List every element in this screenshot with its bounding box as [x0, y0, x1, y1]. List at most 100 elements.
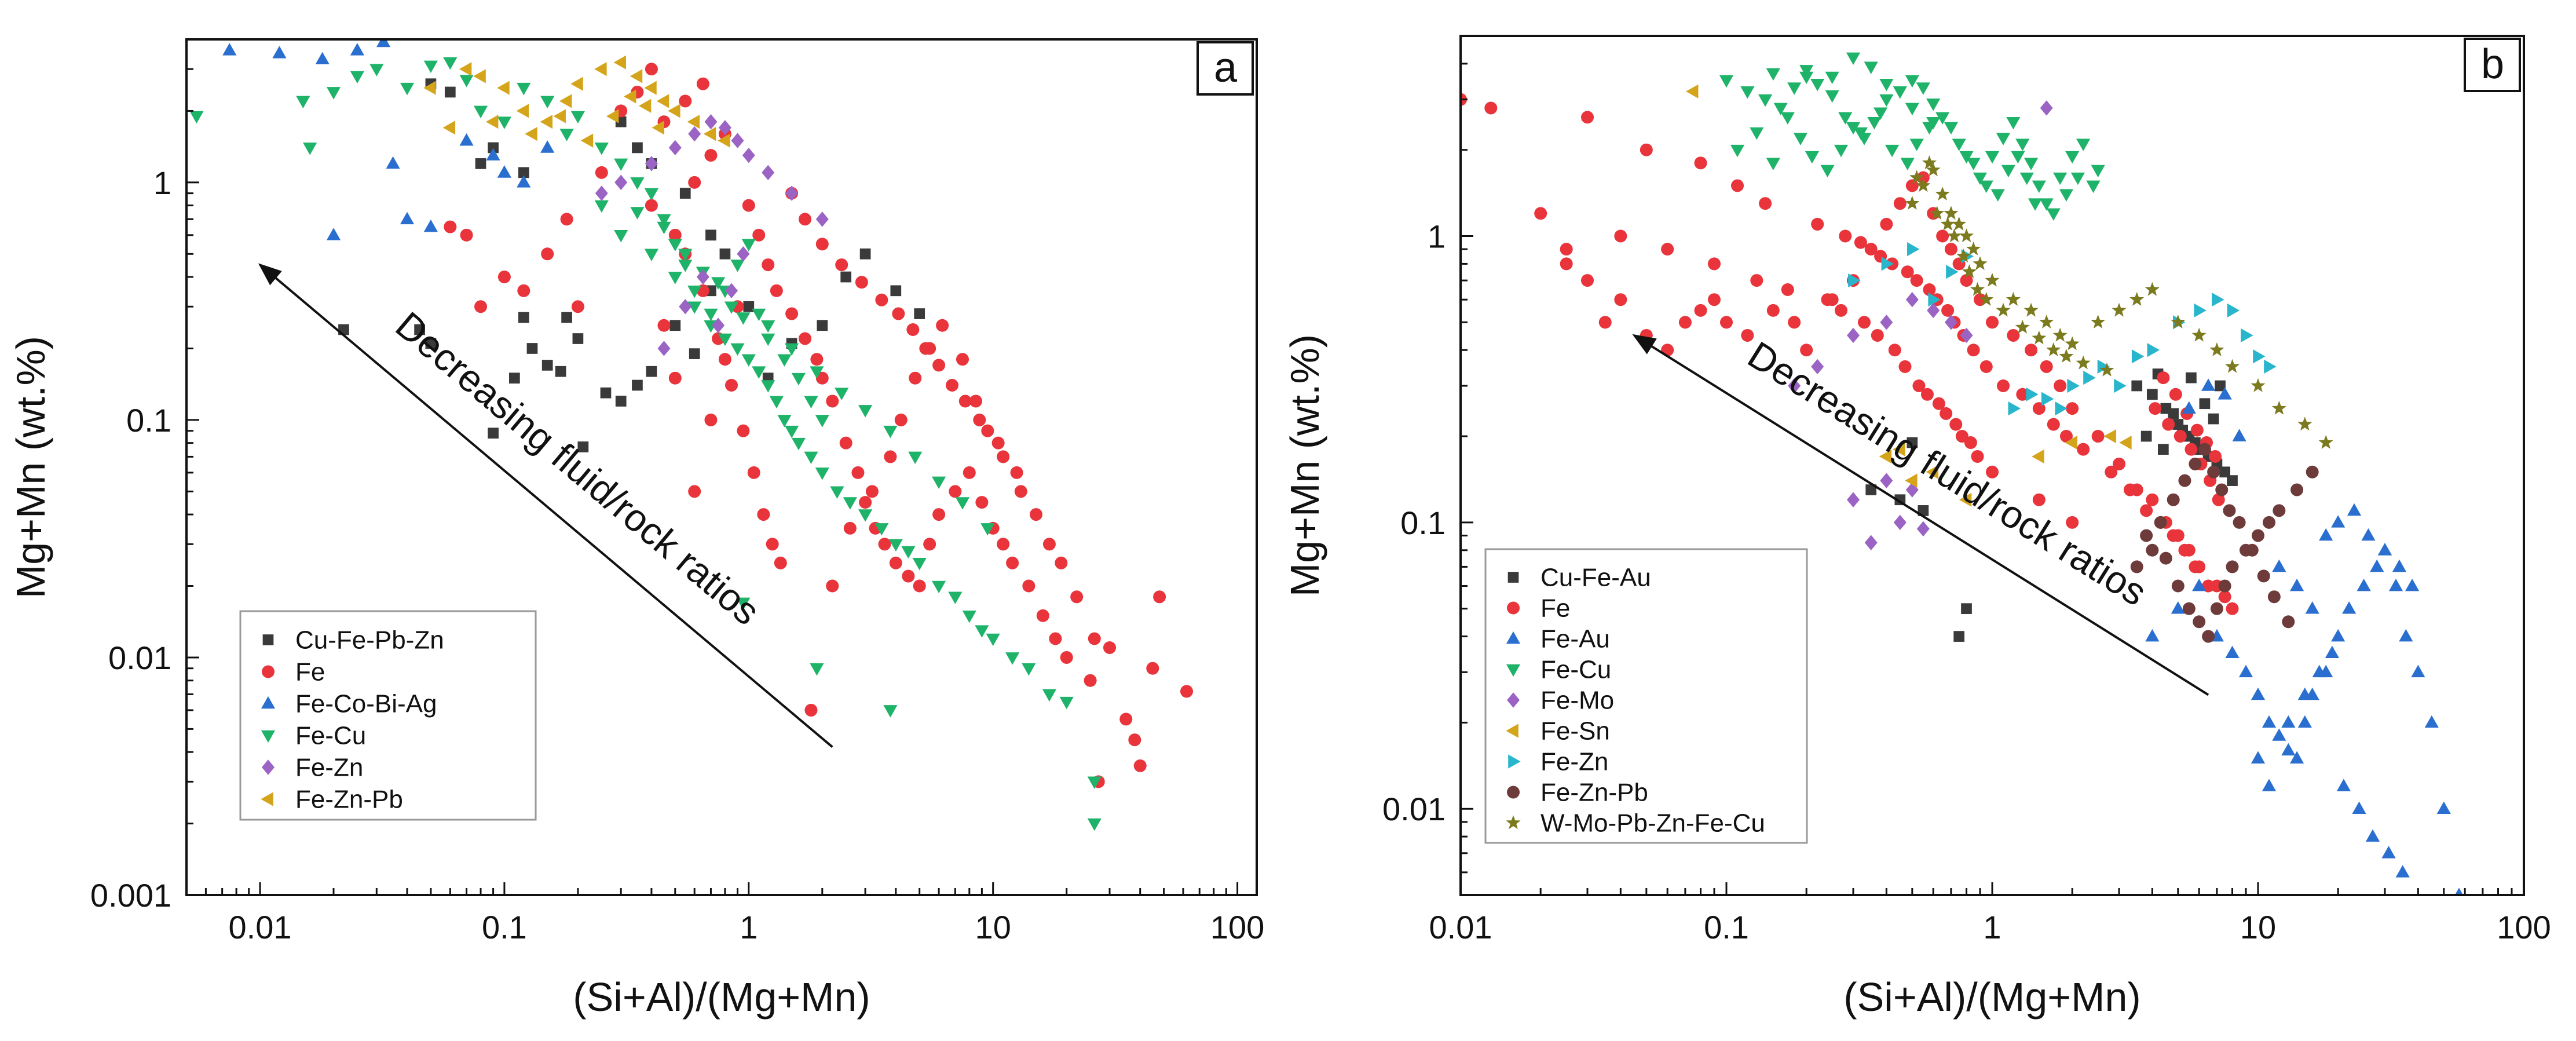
data-point — [1932, 397, 1945, 410]
data-point — [1005, 652, 1020, 665]
legend-item: Fe-Co-Bi-Ag — [261, 690, 437, 718]
data-point — [2209, 450, 2222, 463]
data-point — [1088, 632, 1101, 645]
data-point — [669, 320, 681, 331]
data-point — [2168, 408, 2179, 419]
data-point — [1879, 449, 1892, 464]
data-point — [1916, 521, 1930, 537]
data-point — [1766, 158, 1780, 170]
legend-label: Fe-Zn — [1541, 748, 1608, 776]
trend-arrow — [1632, 334, 2209, 696]
data-point — [1848, 273, 1861, 288]
data-point — [909, 371, 922, 385]
series-fe-zn-pb — [2130, 443, 2319, 643]
y-tick-label: 1 — [153, 165, 171, 201]
data-point — [303, 143, 317, 155]
legend-item: Fe-Au — [1506, 625, 1610, 653]
data-point — [594, 200, 609, 213]
data-point — [1838, 112, 1853, 125]
data-point — [914, 308, 925, 319]
data-point — [2171, 601, 2185, 614]
data-point — [1956, 249, 1971, 263]
data-point — [1793, 133, 1808, 145]
data-point — [606, 109, 619, 123]
data-point — [2454, 887, 2464, 895]
data-point — [2140, 529, 2153, 542]
data-point — [2212, 293, 2224, 307]
data-point — [1947, 228, 1962, 243]
data-point — [703, 127, 716, 141]
panel-tag: a — [1214, 45, 1238, 91]
legend-swatch — [1508, 754, 1521, 769]
legend-swatch — [1506, 815, 1521, 830]
data-point — [980, 523, 995, 536]
data-point — [2202, 579, 2215, 593]
data-point — [948, 591, 963, 604]
data-point — [570, 111, 586, 124]
data-point — [1927, 302, 1940, 319]
data-point — [2251, 378, 2266, 392]
data-point — [1928, 293, 1941, 307]
data-point — [1087, 818, 1102, 831]
data-point — [2381, 846, 2396, 859]
data-point — [2388, 578, 2403, 591]
data-point — [614, 158, 628, 171]
data-point — [1935, 112, 1950, 125]
data-point — [541, 360, 553, 371]
data-point — [890, 285, 902, 297]
data-point — [2227, 475, 2238, 486]
data-point — [2225, 359, 2240, 373]
data-point — [1773, 103, 1788, 116]
data-point — [1967, 344, 1980, 357]
data-point — [2262, 715, 2277, 728]
data-point — [423, 81, 436, 95]
legend-swatch — [1506, 631, 1521, 644]
data-point — [488, 142, 499, 154]
data-point — [444, 220, 457, 233]
data-point — [2091, 165, 2105, 178]
data-point — [2059, 430, 2073, 443]
data-point — [473, 69, 486, 83]
data-point — [644, 249, 659, 261]
data-point — [2305, 601, 2319, 614]
data-point — [1926, 162, 1941, 177]
series-fe-zn-pb — [423, 55, 730, 148]
data-point — [799, 332, 812, 345]
data-point — [949, 485, 962, 498]
data-point — [1905, 196, 1920, 210]
legend-label: W-Mo-Pb-Zn-Fe-Cu — [1541, 809, 1765, 838]
data-point — [2066, 402, 2079, 415]
data-point — [931, 580, 946, 594]
data-point — [725, 378, 738, 392]
data-point — [189, 111, 204, 124]
data-point — [1996, 379, 2010, 393]
data-point — [736, 312, 751, 325]
data-point — [497, 165, 512, 178]
data-point — [1979, 292, 1994, 306]
data-point — [1879, 78, 1894, 92]
data-point — [1686, 84, 1699, 98]
data-point — [1936, 229, 1949, 243]
data-point — [1640, 143, 1653, 156]
data-point — [2041, 392, 2054, 406]
data-point — [757, 508, 770, 521]
data-point — [561, 312, 572, 323]
y-tick-label: 1 — [1428, 218, 1446, 255]
data-point — [1180, 685, 1194, 698]
data-point — [2157, 371, 2170, 385]
data-point — [1979, 360, 1993, 373]
data-point — [1580, 274, 1594, 287]
data-point — [1916, 178, 1931, 192]
data-point — [737, 246, 750, 262]
data-point — [2011, 151, 2025, 164]
data-point — [878, 538, 891, 551]
data-point — [932, 359, 946, 372]
legend-item: Fe-Zn-Pb — [261, 786, 403, 814]
data-point — [1923, 283, 1936, 297]
legend-label: Fe-Mo — [1541, 686, 1614, 715]
data-point — [2146, 493, 2159, 506]
data-point — [1944, 315, 1957, 330]
data-point — [2178, 543, 2191, 557]
data-point — [752, 366, 766, 379]
